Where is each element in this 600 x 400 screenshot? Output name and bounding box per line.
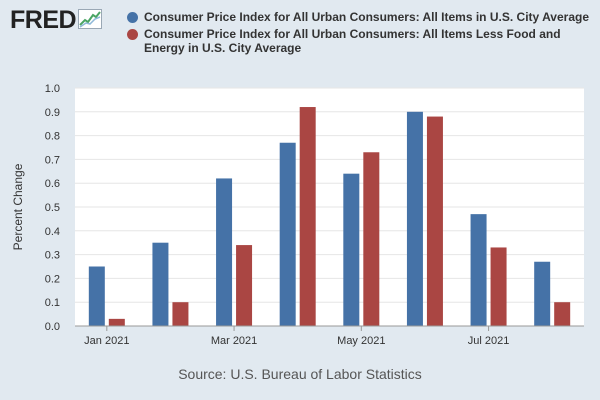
y-axis-title: Percent Change [11, 163, 25, 250]
legend-item-all-items[interactable]: Consumer Price Index for All Urban Consu… [127, 10, 589, 24]
y-tick-label: 0.9 [45, 107, 60, 119]
y-tick-label: 0.8 [45, 131, 60, 143]
bar-s2-mar-2021[interactable] [236, 245, 253, 326]
bar-s1-apr-2021[interactable] [279, 142, 296, 326]
y-tick-label: 0.7 [45, 154, 60, 166]
y-tick-label: 0.4 [45, 226, 60, 238]
y-tick-label: 0.5 [45, 202, 60, 214]
y-tick-label: 1.0 [45, 83, 60, 95]
bar-s1-may-2021[interactable] [343, 173, 360, 326]
y-tick-label: 0.6 [45, 178, 60, 190]
legend-marker-all-items [127, 12, 138, 23]
bar-s2-may-2021[interactable] [363, 152, 380, 326]
bar-s2-jun-2021[interactable] [426, 116, 443, 326]
bar-s2-aug-2021[interactable] [554, 302, 571, 326]
legend-label-less-food-energy: Consumer Price Index for All Urban Consu… [144, 27, 561, 55]
legend-marker-less-food-energy [127, 29, 138, 40]
y-tick-label: 0.0 [45, 321, 60, 333]
bar-s2-jan-2021[interactable] [108, 318, 125, 326]
bar-s2-apr-2021[interactable] [299, 107, 316, 326]
y-tick-label: 0.3 [45, 250, 60, 262]
legend-label-all-items: Consumer Price Index for All Urban Consu… [144, 10, 589, 24]
x-tick-label: Mar 2021 [211, 335, 257, 347]
bar-s1-jan-2021[interactable] [88, 266, 105, 327]
bar-s2-feb-2021[interactable] [172, 302, 189, 326]
legend-item-less-food-energy[interactable]: Consumer Price Index for All Urban Consu… [127, 27, 589, 55]
bar-s2-jul-2021[interactable] [490, 247, 507, 326]
source-note: Source: U.S. Bureau of Labor Statistics [178, 366, 422, 382]
fred-logo: FRED [10, 6, 103, 34]
x-tick-label: May 2021 [337, 335, 385, 347]
bar-s1-jul-2021[interactable] [470, 214, 487, 326]
x-tick-label: Jan 2021 [84, 335, 129, 347]
y-tick-label: 0.2 [45, 273, 60, 285]
bar-s1-feb-2021[interactable] [152, 242, 169, 326]
chart-legend: Consumer Price Index for All Urban Consu… [127, 10, 589, 58]
y-tick-label: 0.1 [45, 297, 60, 309]
bar-s1-jun-2021[interactable] [406, 111, 423, 326]
logo-text: FRED [10, 6, 77, 34]
line-chart-icon [78, 8, 103, 34]
x-tick-label: Jul 2021 [468, 335, 510, 347]
bar-s1-aug-2021[interactable] [534, 261, 551, 326]
bar-s1-mar-2021[interactable] [216, 178, 233, 326]
